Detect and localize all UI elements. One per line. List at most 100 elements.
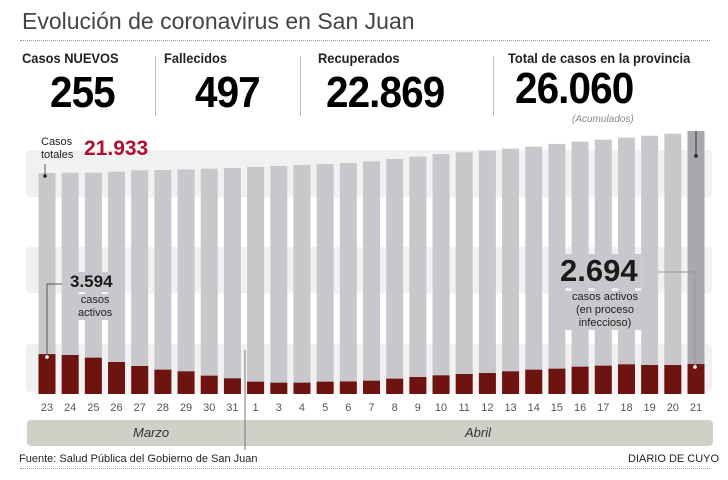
stat-label-total: Total de casos en la provincia: [508, 50, 691, 66]
stat-label-deaths: Fallecidos: [164, 50, 227, 66]
x-tick-label: 3: [276, 402, 282, 414]
x-tick-label: 21: [690, 402, 702, 414]
marker-dot: [693, 365, 697, 369]
x-tick-label: 4: [299, 402, 305, 414]
stat-value-new: 255: [50, 68, 116, 117]
bar-active-9: [409, 377, 427, 394]
bar-total-10: [432, 153, 450, 394]
bar-total-14: [525, 146, 543, 394]
bar-active-7: [363, 380, 380, 394]
bar-active-30: [200, 375, 218, 394]
x-tick-label: 13: [504, 402, 516, 414]
bar-active-23: [38, 354, 56, 394]
x-tick-label: 5: [322, 402, 328, 414]
leader-line: [46, 283, 62, 357]
bar-active-29: [177, 371, 195, 394]
annotation-text: casos activos: [571, 291, 639, 303]
x-tick-label: 24: [64, 402, 76, 414]
bar-active-8: [386, 378, 404, 394]
annotation-text: (en proceso: [575, 304, 635, 316]
x-tick-label: 12: [481, 402, 493, 414]
bar-active-31: [223, 378, 241, 394]
x-tick-label: 1: [253, 402, 259, 414]
bar-total-19: [641, 135, 659, 394]
bar-total-6: [339, 162, 357, 394]
bar-total-7: [363, 161, 380, 394]
page-title: Evolución de coronavirus en San Juan: [22, 8, 415, 34]
active-start-label: casos activos: [76, 294, 115, 320]
bar-total-27: [131, 170, 149, 394]
divider: [20, 468, 710, 469]
x-tick-label: 23: [41, 402, 53, 414]
bar-active-20: [664, 365, 682, 394]
bar-total-15: [548, 143, 566, 394]
x-tick-label: 8: [392, 402, 398, 414]
bar-active-25: [84, 357, 102, 394]
bar-total-30: [200, 168, 218, 394]
stat-value-recovered: 22.869: [326, 68, 445, 117]
bar-total-12: [478, 150, 496, 394]
bar-active-14: [525, 369, 543, 394]
divider: [20, 40, 710, 41]
month-label-march: Marzo: [133, 425, 170, 440]
x-tick-label: 7: [368, 402, 374, 414]
bar-active-21: [687, 364, 705, 394]
bar-active-4: [293, 382, 311, 394]
total-annotation-label: Casos totales: [41, 136, 73, 162]
bar-total-26: [108, 171, 126, 394]
marker-dot: [694, 154, 698, 158]
bar-active-1: [247, 381, 265, 394]
marker-dot: [43, 174, 47, 178]
x-tick-label: 27: [134, 402, 146, 414]
bar-active-12: [478, 373, 496, 394]
bar-active-13: [502, 371, 520, 394]
x-tick-label: 10: [435, 402, 447, 414]
marker-dot: [45, 355, 49, 359]
bar-total-1: [247, 166, 265, 394]
x-tick-label: 25: [87, 402, 99, 414]
month-label-april: Abril: [465, 425, 492, 440]
x-tick-label: 30: [203, 402, 215, 414]
stat-note-total: (Acumulados): [572, 114, 634, 125]
brand-label: DIARIO DE CUYO: [628, 453, 720, 465]
total-annotation-value: 21.933: [84, 137, 149, 160]
active-end-label: casos activos (en proceso infeccioso): [562, 291, 648, 330]
bar-active-6: [339, 381, 357, 394]
divider: [300, 56, 301, 116]
x-tick-label: 31: [226, 402, 238, 414]
bar-active-16: [571, 366, 589, 394]
bar-total-11: [455, 152, 473, 394]
x-tick-label: 18: [620, 402, 632, 414]
divider: [493, 56, 494, 116]
bar-active-24: [61, 355, 79, 394]
bar-active-10: [432, 375, 450, 394]
x-tick-label: 15: [551, 402, 563, 414]
stat-value-total: 26.060: [515, 64, 634, 113]
x-tick-label: 26: [110, 402, 122, 414]
divider: [155, 56, 156, 116]
stat-label-new: Casos NUEVOS: [22, 50, 119, 66]
annotation-text: casos: [80, 294, 110, 306]
bar-total-13: [502, 148, 520, 394]
bar-total-3: [270, 166, 288, 394]
x-tick-label: 16: [574, 402, 586, 414]
bar-active-17: [594, 365, 612, 394]
bar-total-20: [664, 133, 682, 394]
bar-active-3: [270, 382, 288, 394]
bar-total-21: [687, 131, 705, 394]
bar-active-5: [316, 381, 334, 394]
stat-label-recovered: Recuperados: [318, 50, 400, 66]
source-note: Fuente: Salud Pública del Gobierno de Sa…: [19, 453, 258, 465]
annotation-text: infeccioso): [578, 317, 632, 329]
bar-total-31: [223, 167, 241, 394]
bar-active-27: [131, 366, 149, 394]
x-tick-label: 9: [415, 402, 421, 414]
annotation-text: activos: [78, 307, 113, 319]
x-tick-label: 29: [180, 402, 192, 414]
stat-value-deaths: 497: [195, 68, 261, 117]
bar-total-29: [177, 169, 195, 394]
bar-total-5: [316, 163, 334, 394]
x-tick-label: 28: [157, 402, 169, 414]
active-start-value: 3.594: [68, 272, 115, 292]
x-tick-label: 6: [345, 402, 351, 414]
